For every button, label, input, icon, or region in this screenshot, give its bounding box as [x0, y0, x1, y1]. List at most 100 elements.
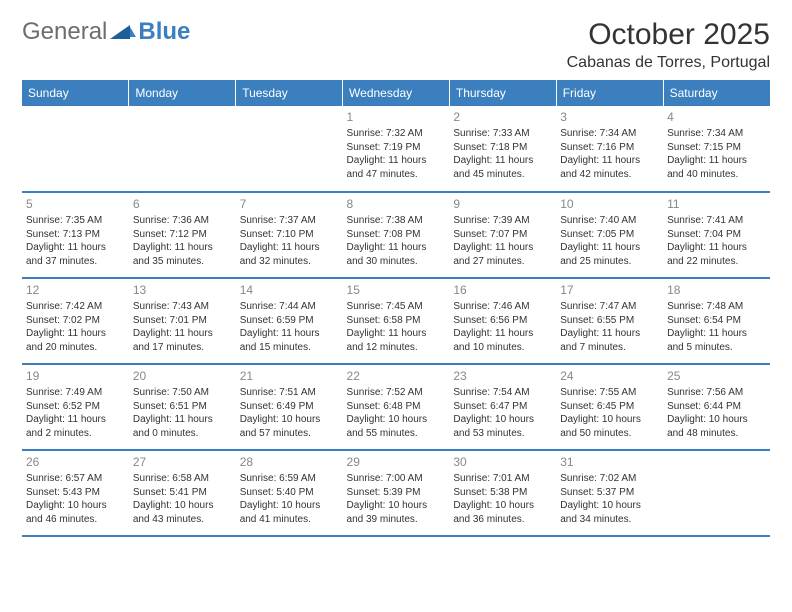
daylight-text: Daylight: 11 hours	[26, 241, 125, 255]
daylight-text: and 22 minutes.	[667, 255, 766, 269]
daylight-text: Daylight: 10 hours	[560, 499, 659, 513]
sunrise-text: Sunrise: 7:37 AM	[240, 214, 339, 228]
daylight-text: and 36 minutes.	[453, 513, 552, 527]
daylight-text: and 50 minutes.	[560, 427, 659, 441]
calendar-day-cell: 7 Sunrise: 7:37 AMSunset: 7:10 PMDaylight…	[236, 192, 343, 278]
calendar-day-cell: 30Sunrise: 7:01 AMSunset: 5:38 PMDayligh…	[449, 450, 556, 536]
sunrise-text: Sunrise: 7:33 AM	[453, 127, 552, 141]
sunset-text: Sunset: 6:54 PM	[667, 314, 766, 328]
daylight-text: Daylight: 11 hours	[133, 413, 232, 427]
calendar-day-cell: 23Sunrise: 7:54 AMSunset: 6:47 PMDayligh…	[449, 364, 556, 450]
daylight-text: Daylight: 11 hours	[667, 154, 766, 168]
daylight-text: Daylight: 11 hours	[133, 241, 232, 255]
day-number: 14	[240, 282, 339, 298]
day-number: 9	[453, 196, 552, 212]
sunset-text: Sunset: 6:47 PM	[453, 400, 552, 414]
sunrise-text: Sunrise: 7:52 AM	[347, 386, 446, 400]
day-number: 24	[560, 368, 659, 384]
daylight-text: and 45 minutes.	[453, 168, 552, 182]
day-number: 1	[347, 109, 446, 125]
day-header-thursday: Thursday	[449, 80, 556, 106]
daylight-text: Daylight: 11 hours	[26, 413, 125, 427]
daylight-text: Daylight: 11 hours	[560, 154, 659, 168]
calendar-day-cell: 21Sunrise: 7:51 AMSunset: 6:49 PMDayligh…	[236, 364, 343, 450]
daylight-text: Daylight: 11 hours	[240, 241, 339, 255]
day-number: 22	[347, 368, 446, 384]
sunset-text: Sunset: 7:16 PM	[560, 141, 659, 155]
day-number: 7	[240, 196, 339, 212]
sunset-text: Sunset: 6:52 PM	[26, 400, 125, 414]
logo-triangle-icon	[110, 23, 136, 41]
sunrise-text: Sunrise: 7:50 AM	[133, 386, 232, 400]
calendar-day-cell: 6Sunrise: 7:36 AMSunset: 7:12 PMDaylight…	[129, 192, 236, 278]
daylight-text: Daylight: 11 hours	[560, 327, 659, 341]
daylight-text: and 43 minutes.	[133, 513, 232, 527]
sunrise-text: Sunrise: 7:02 AM	[560, 472, 659, 486]
daylight-text: Daylight: 10 hours	[240, 413, 339, 427]
sunrise-text: Sunrise: 7:39 AM	[453, 214, 552, 228]
day-number: 3	[560, 109, 659, 125]
sunrise-text: Sunrise: 7:48 AM	[667, 300, 766, 314]
daylight-text: and 34 minutes.	[560, 513, 659, 527]
daylight-text: Daylight: 11 hours	[453, 154, 552, 168]
sunset-text: Sunset: 6:58 PM	[347, 314, 446, 328]
sunrise-text: Sunrise: 7:32 AM	[347, 127, 446, 141]
day-number: 19	[26, 368, 125, 384]
sunset-text: Sunset: 7:08 PM	[347, 228, 446, 242]
daylight-text: Daylight: 11 hours	[133, 327, 232, 341]
day-number: 5	[26, 196, 125, 212]
calendar-week-row: 12Sunrise: 7:42 AMSunset: 7:02 PMDayligh…	[22, 278, 770, 364]
daylight-text: Daylight: 11 hours	[347, 154, 446, 168]
daylight-text: and 30 minutes.	[347, 255, 446, 269]
daylight-text: and 17 minutes.	[133, 341, 232, 355]
daylight-text: Daylight: 11 hours	[26, 327, 125, 341]
sunrise-text: Sunrise: 7:35 AM	[26, 214, 125, 228]
daylight-text: Daylight: 10 hours	[453, 499, 552, 513]
sunrise-text: Sunrise: 7:43 AM	[133, 300, 232, 314]
sunrise-text: Sunrise: 7:41 AM	[667, 214, 766, 228]
sunrise-text: Sunrise: 7:46 AM	[453, 300, 552, 314]
calendar-day-cell	[663, 450, 770, 536]
day-number: 13	[133, 282, 232, 298]
sunset-text: Sunset: 5:43 PM	[26, 486, 125, 500]
day-header-sunday: Sunday	[22, 80, 129, 106]
day-number: 16	[453, 282, 552, 298]
sunrise-text: Sunrise: 7:38 AM	[347, 214, 446, 228]
sunset-text: Sunset: 5:38 PM	[453, 486, 552, 500]
logo-text-blue: Blue	[138, 18, 190, 46]
sunrise-text: Sunrise: 7:01 AM	[453, 472, 552, 486]
sunset-text: Sunset: 6:49 PM	[240, 400, 339, 414]
daylight-text: and 35 minutes.	[133, 255, 232, 269]
calendar-day-cell: 20Sunrise: 7:50 AMSunset: 6:51 PMDayligh…	[129, 364, 236, 450]
sunset-text: Sunset: 5:40 PM	[240, 486, 339, 500]
day-number: 8	[347, 196, 446, 212]
day-number: 2	[453, 109, 552, 125]
calendar-day-cell: 16Sunrise: 7:46 AMSunset: 6:56 PMDayligh…	[449, 278, 556, 364]
calendar-day-cell: 4Sunrise: 7:34 AMSunset: 7:15 PMDaylight…	[663, 106, 770, 192]
daylight-text: and 37 minutes.	[26, 255, 125, 269]
day-number: 23	[453, 368, 552, 384]
day-number: 20	[133, 368, 232, 384]
calendar-header-row: Sunday Monday Tuesday Wednesday Thursday…	[22, 80, 770, 106]
sunset-text: Sunset: 6:59 PM	[240, 314, 339, 328]
calendar-day-cell	[22, 106, 129, 192]
day-number: 29	[347, 454, 446, 470]
sunset-text: Sunset: 6:55 PM	[560, 314, 659, 328]
sunrise-text: Sunrise: 7:55 AM	[560, 386, 659, 400]
calendar-body: 1Sunrise: 7:32 AMSunset: 7:19 PMDaylight…	[22, 106, 770, 536]
day-number: 10	[560, 196, 659, 212]
calendar-day-cell: 26Sunrise: 6:57 AMSunset: 5:43 PMDayligh…	[22, 450, 129, 536]
sunset-text: Sunset: 7:10 PM	[240, 228, 339, 242]
sunrise-text: Sunrise: 7:34 AM	[560, 127, 659, 141]
daylight-text: Daylight: 10 hours	[240, 499, 339, 513]
daylight-text: Daylight: 10 hours	[347, 413, 446, 427]
sunset-text: Sunset: 5:39 PM	[347, 486, 446, 500]
daylight-text: Daylight: 10 hours	[667, 413, 766, 427]
day-number: 17	[560, 282, 659, 298]
sunset-text: Sunset: 7:05 PM	[560, 228, 659, 242]
day-number: 27	[133, 454, 232, 470]
daylight-text: and 12 minutes.	[347, 341, 446, 355]
day-header-wednesday: Wednesday	[343, 80, 450, 106]
daylight-text: Daylight: 11 hours	[240, 327, 339, 341]
daylight-text: and 20 minutes.	[26, 341, 125, 355]
